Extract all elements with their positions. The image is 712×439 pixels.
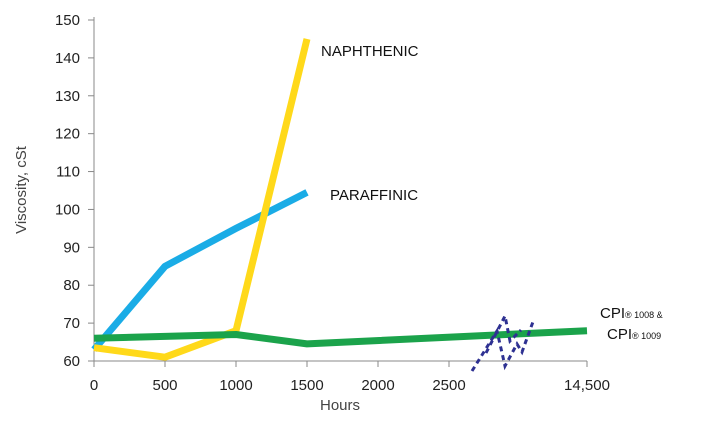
- y-ticks: 60 70 80 90 100 110 120 130 140 150: [55, 12, 94, 370]
- x-tick-label: 500: [152, 377, 177, 394]
- axis-break-mark: [470, 311, 536, 372]
- cpi-label-part-a: CPI: [600, 305, 625, 322]
- x-ticks: 0 500 1000 1500 2000 2500 14,500: [90, 361, 610, 394]
- cpi-label-part-b: ® 1008 &: [625, 310, 663, 320]
- break-zigzag-lower: [470, 318, 536, 372]
- series-label-cpi-line1: CPI® 1008 &: [600, 305, 663, 322]
- series-lines: [91, 38, 588, 361]
- x-tick-label: 1500: [290, 377, 323, 394]
- y-tick-label: 100: [55, 201, 80, 218]
- y-tick-label: 70: [63, 315, 80, 332]
- y-tick-label: 130: [55, 88, 80, 105]
- y-tick-label: 150: [55, 12, 80, 29]
- series-label-paraffinic: PARAFFINIC: [330, 187, 418, 204]
- series-paraffinic-line: [91, 189, 309, 352]
- axes: [93, 17, 587, 362]
- x-tick-label: 0: [90, 377, 98, 394]
- x-tick-label: 1000: [219, 377, 252, 394]
- y-tick-label: 60: [63, 353, 80, 370]
- y-tick-label: 80: [63, 277, 80, 294]
- x-tick-label: 14,500: [564, 377, 610, 394]
- break-zigzag-upper: [484, 311, 523, 354]
- series-cpi-line: [93, 327, 588, 348]
- cpi-label-part-c: CPI: [607, 326, 632, 343]
- series-label-cpi-line2: CPI® 1009: [607, 326, 661, 343]
- y-tick-label: 110: [56, 164, 80, 181]
- x-axis-title: Hours: [320, 397, 360, 414]
- y-tick-label: 90: [63, 239, 80, 256]
- cpi-label-part-d: ® 1009: [632, 331, 661, 341]
- y-axis-title: Viscosity, cSt: [13, 145, 30, 234]
- series-label-naphthenic: NAPHTHENIC: [321, 43, 419, 60]
- series-naphthenic-line: [93, 38, 311, 361]
- x-tick-label: 2500: [432, 377, 465, 394]
- y-tick-label: 120: [55, 126, 80, 143]
- x-tick-label: 2000: [361, 377, 394, 394]
- y-tick-label: 140: [55, 50, 80, 67]
